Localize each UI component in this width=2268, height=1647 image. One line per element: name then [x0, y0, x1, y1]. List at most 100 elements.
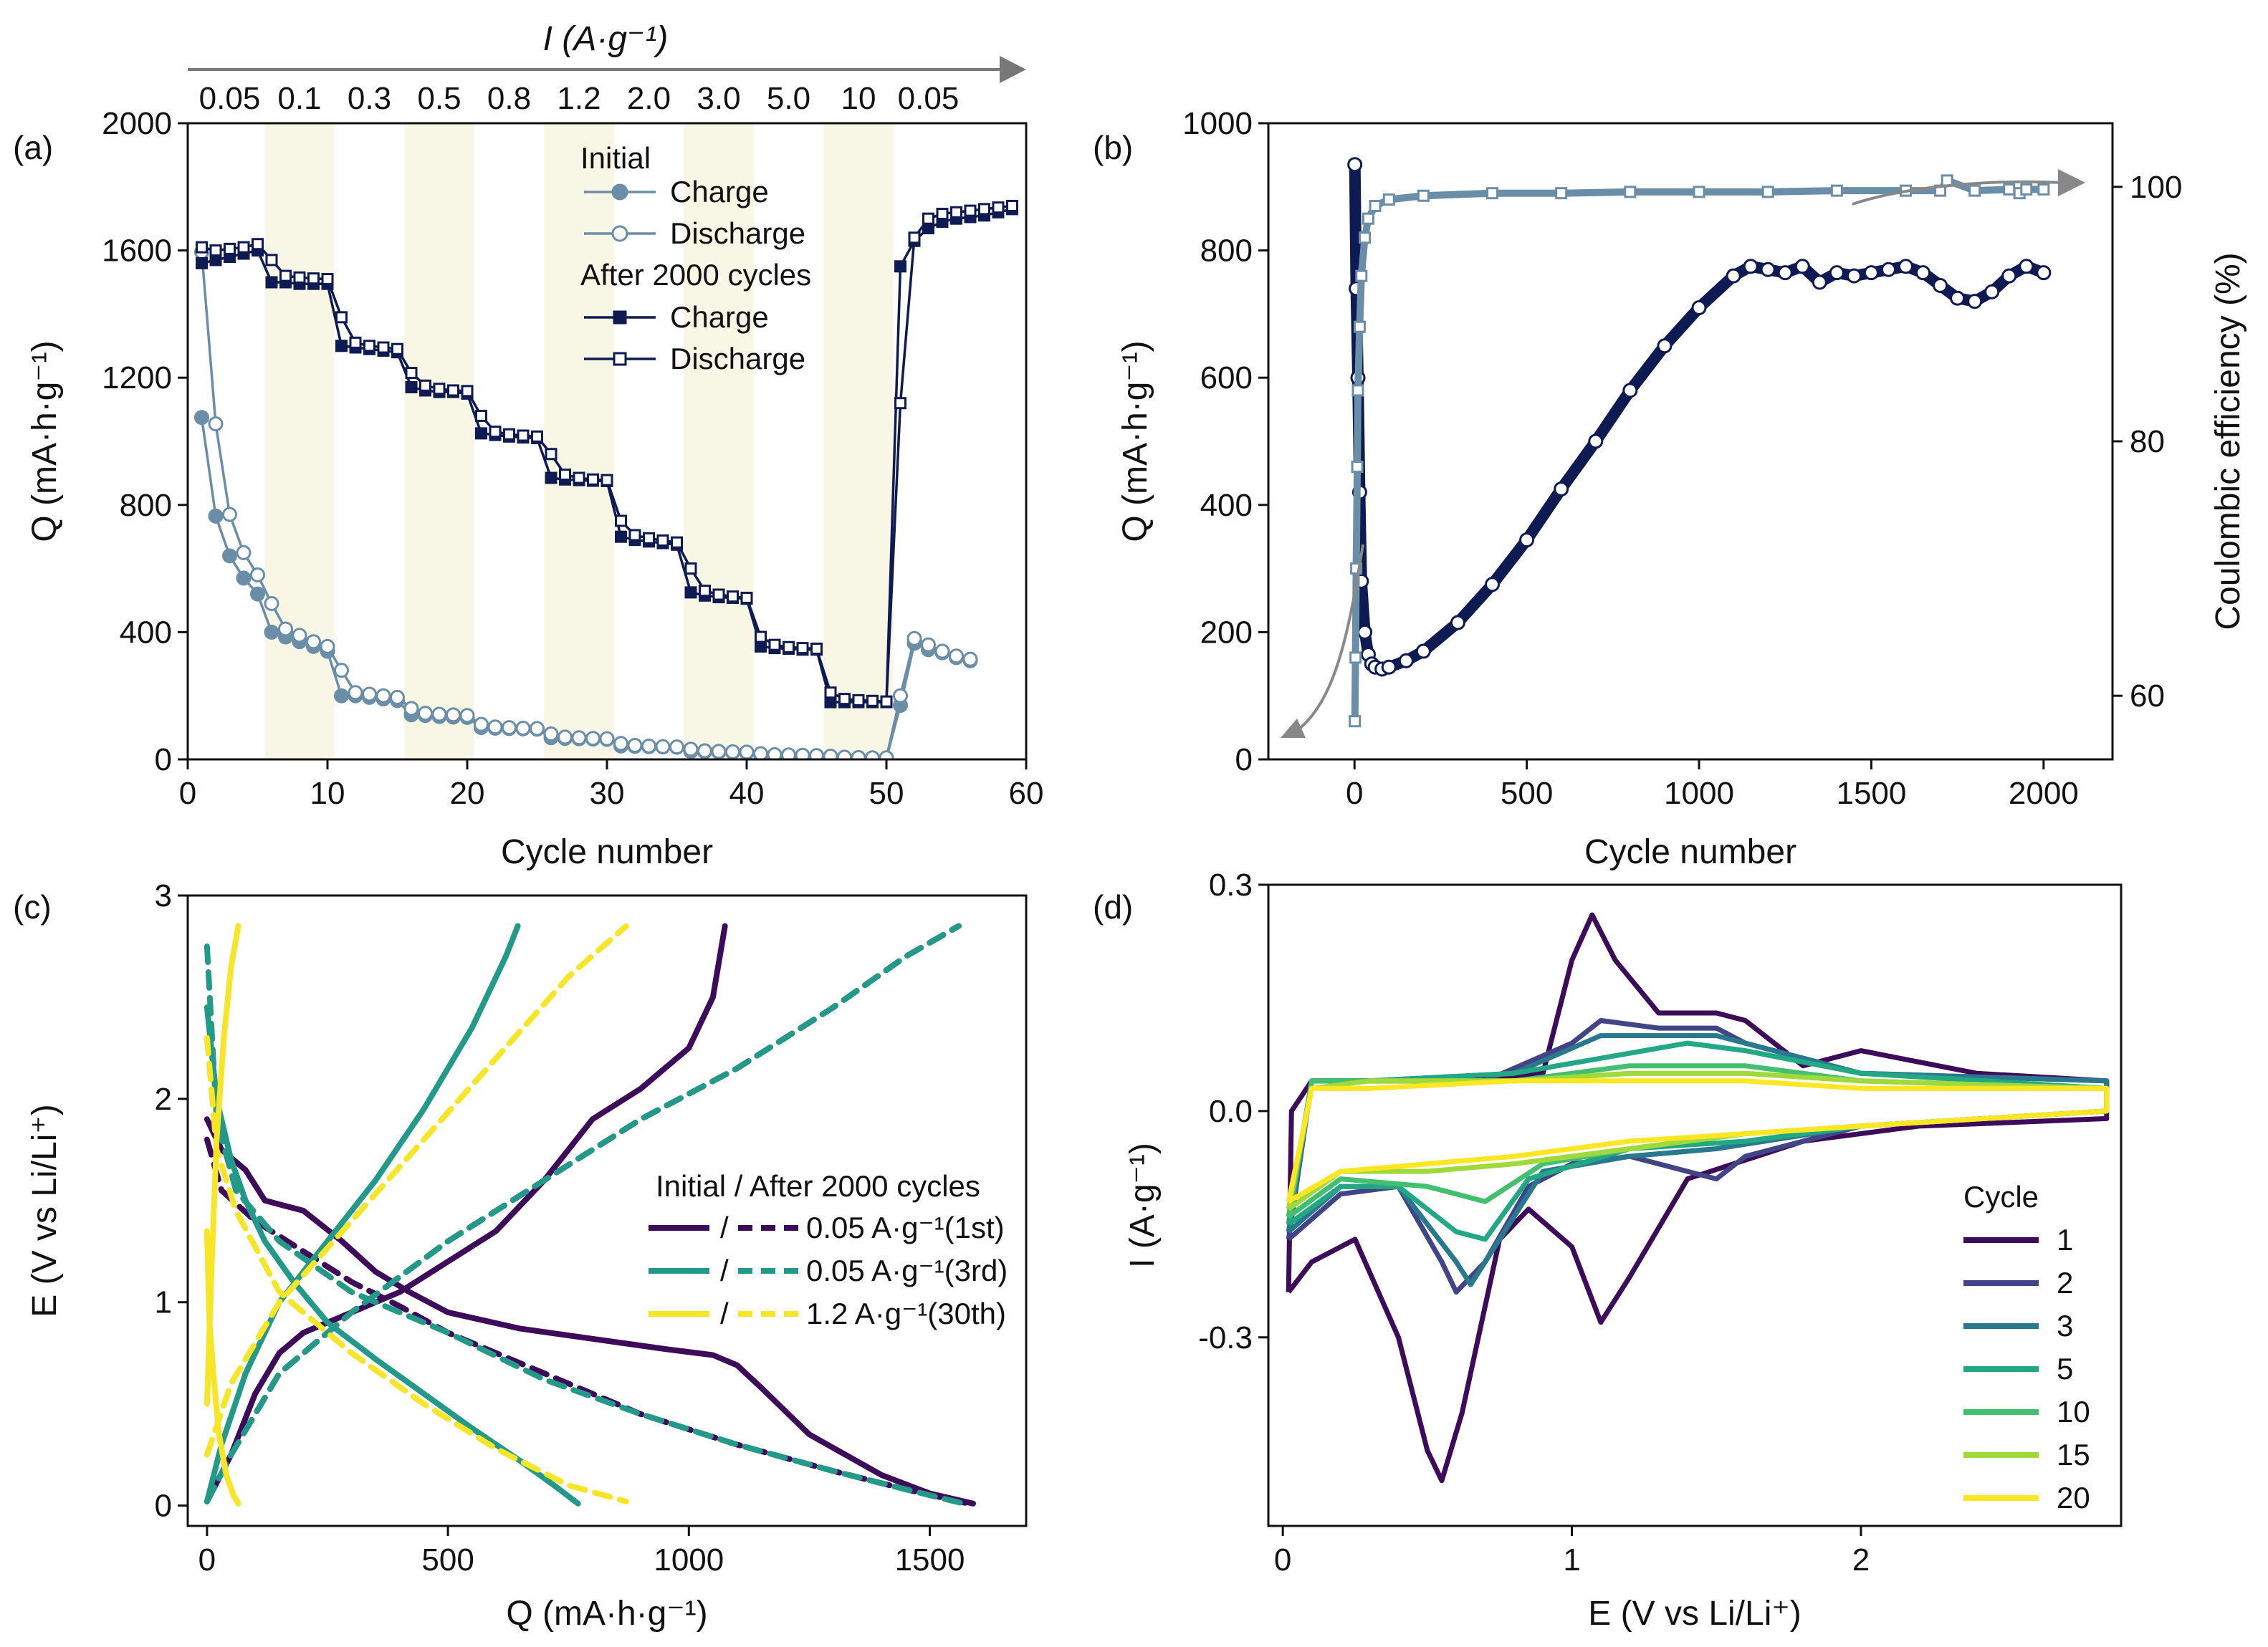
y-tick-label: 0 [155, 1489, 172, 1524]
x-tick-label: 2000 [2009, 776, 2079, 811]
data-point [656, 534, 669, 547]
data-point [1555, 187, 1568, 200]
y-tick-label: 600 [1200, 360, 1253, 395]
rate-band [264, 123, 335, 759]
data-point [711, 744, 727, 759]
data-point [1693, 186, 1705, 198]
data-point [1743, 259, 1759, 274]
y2-tick-label: 80 [2130, 424, 2165, 459]
data-point [362, 686, 377, 702]
legend-label: 1 [2057, 1223, 2073, 1257]
data-point [1968, 184, 1981, 197]
legend-label: 0.05 A·g⁻¹(1st) [806, 1211, 1005, 1244]
data-point [335, 340, 348, 352]
data-point [278, 621, 293, 637]
data-point [768, 638, 781, 651]
data-point [1624, 186, 1637, 198]
data-point [307, 272, 320, 285]
data-point [459, 708, 475, 724]
data-point [810, 642, 823, 655]
data-point [796, 642, 809, 655]
legend-label: 10 [2057, 1395, 2090, 1428]
data-point [419, 379, 431, 392]
y-tick-label: 400 [1200, 488, 1253, 523]
data-point [349, 336, 362, 349]
data-point [1006, 199, 1018, 212]
data-point [613, 352, 627, 366]
data-point [264, 624, 279, 640]
y-tick-label: 800 [1200, 234, 1253, 269]
data-point [627, 737, 643, 753]
data-point [684, 586, 697, 599]
data-point [194, 410, 209, 426]
data-point [781, 747, 796, 759]
data-point [1794, 259, 1810, 274]
data-point [699, 585, 711, 597]
rate-band [823, 123, 894, 759]
data-point [1362, 212, 1374, 225]
data-point [222, 506, 237, 522]
curve-0 [204, 1116, 976, 1507]
y-axis-title: E (V vs Li/Li⁺) [26, 1104, 64, 1317]
plot-area [1347, 157, 2052, 728]
data-point [236, 544, 252, 560]
data-point [712, 588, 725, 601]
x-tick-label: 1000 [654, 1542, 724, 1578]
legend-group-title: Initial [580, 141, 651, 175]
arrow-to-left-axis [1296, 544, 1364, 732]
data-point [865, 750, 880, 759]
data-point [1349, 715, 1362, 728]
panel-label-a: (a) [13, 129, 53, 166]
data-point [1941, 174, 1953, 187]
x-tick-label: 2 [1852, 1542, 1870, 1578]
data-point [363, 340, 375, 352]
data-point [1898, 259, 1914, 274]
data-point [1950, 290, 1966, 306]
y-tick-label: 2 [155, 1082, 172, 1117]
rate-label: 0.05 [199, 81, 261, 116]
data-point [446, 707, 461, 723]
data-point [545, 448, 558, 461]
data-point [1984, 284, 2000, 299]
data-point [487, 719, 503, 735]
rate-label: 0.05 [898, 81, 960, 116]
data-point [950, 206, 962, 219]
data-point [1359, 231, 1372, 244]
data-point [879, 750, 894, 759]
y-tick-label: -0.3 [1198, 1320, 1253, 1355]
y-tick-label: 800 [120, 488, 172, 523]
legend-label: 5 [2057, 1352, 2073, 1386]
x-tick-label: 0 [198, 1542, 216, 1578]
rate-axis-arrow-head [1000, 56, 1026, 83]
data-point [739, 744, 755, 759]
data-point [558, 729, 573, 745]
data-point [292, 628, 307, 643]
data-point [503, 428, 515, 441]
x-tick-label: 500 [421, 1542, 474, 1578]
data-point [894, 260, 906, 273]
series-ce [1349, 174, 2050, 728]
data-point [431, 706, 447, 722]
data-point [936, 208, 949, 221]
data-point [1777, 265, 1793, 281]
data-point [795, 747, 810, 759]
x-tick-label: 1500 [895, 1542, 965, 1578]
data-point [334, 688, 349, 704]
legend-group-title: After 2000 cycles [580, 258, 811, 292]
data-point [489, 426, 502, 438]
rate-label: 0.1 [277, 81, 321, 116]
y-axis-title: Q (mA·h·g⁻¹) [26, 340, 64, 542]
data-point [236, 570, 252, 586]
arrow-head [1281, 719, 1306, 738]
data-point [1830, 184, 1843, 197]
panel-label-b: (b) [1093, 129, 1133, 166]
panel-label-c: (c) [13, 888, 52, 926]
x-axis-title: Q (mA·h·g⁻¹) [506, 1595, 707, 1633]
legend-label: Discharge [670, 216, 805, 250]
data-point [2003, 183, 2016, 196]
data-point [334, 663, 349, 678]
arrow-head [2058, 169, 2085, 196]
data-point [418, 706, 433, 721]
data-point [475, 427, 487, 440]
data-point [222, 548, 237, 564]
